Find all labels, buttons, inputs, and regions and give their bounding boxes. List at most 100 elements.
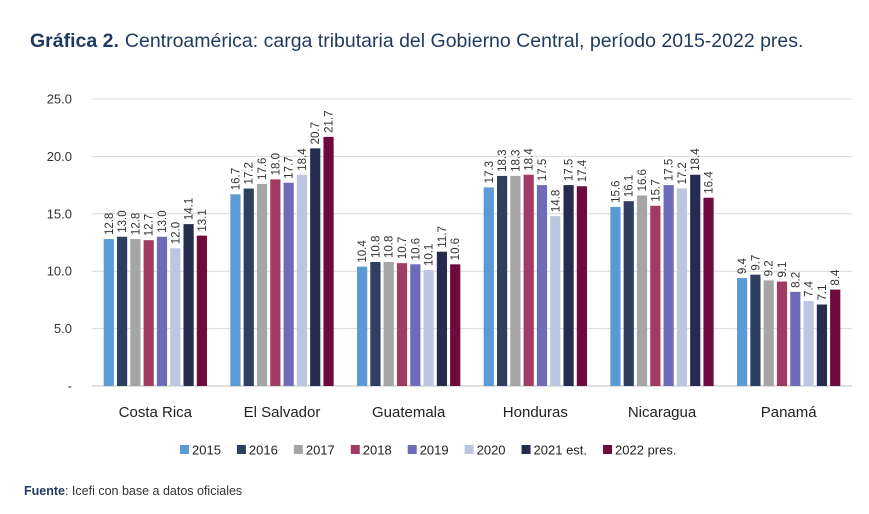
source-text: : Icefi con base a datos oficiales <box>64 484 243 498</box>
bar <box>323 136 334 386</box>
data-label: 17.5 <box>564 159 576 181</box>
bar <box>816 304 828 386</box>
data-label: 12.0 <box>170 222 182 244</box>
bar <box>763 280 774 386</box>
y-tick-label: 5.0 <box>54 321 72 336</box>
legend-swatch <box>407 445 417 454</box>
data-label: 8.2 <box>790 272 802 288</box>
legend-entry: 2019 <box>420 443 449 458</box>
data-label: 10.8 <box>384 236 396 258</box>
chart-title-prefix: Gráfica 2. <box>30 30 119 52</box>
legend-swatch <box>236 445 246 454</box>
bar <box>396 263 408 386</box>
data-label: 10.6 <box>410 238 422 260</box>
data-label: 10.8 <box>370 236 382 258</box>
bar <box>523 174 534 386</box>
data-label: 16.6 <box>637 169 649 191</box>
bar <box>156 236 168 386</box>
bar <box>676 188 688 386</box>
x-category-label: Honduras <box>503 404 568 421</box>
legend-swatch <box>180 445 189 454</box>
source-label: Fuente <box>24 484 65 498</box>
data-label: 15.6 <box>610 181 622 203</box>
bar <box>143 240 154 386</box>
y-tick-label: 15.0 <box>47 206 72 221</box>
data-label: 11.7 <box>437 226 449 248</box>
chart-title-text: Centroamérica: carga tributaria del Gobi… <box>124 30 804 52</box>
data-label: 10.6 <box>450 238 462 260</box>
bar <box>576 186 587 386</box>
data-label: 13.1 <box>197 209 209 231</box>
bar <box>450 264 461 386</box>
bar <box>296 174 308 386</box>
bar <box>283 182 294 386</box>
data-label: 17.5 <box>537 159 549 181</box>
legend-swatch <box>521 445 531 454</box>
bar <box>636 195 648 386</box>
legend-swatch <box>464 445 474 454</box>
bar <box>650 205 661 386</box>
source-note: Fuente: Icefi con base a datos oficiales <box>24 484 242 498</box>
bar <box>663 185 674 386</box>
legend-swatch <box>350 445 360 454</box>
y-tick-label: - <box>68 379 72 394</box>
bar <box>230 194 241 386</box>
x-category-label: Panamá <box>761 404 818 421</box>
bar <box>690 174 701 386</box>
bar <box>830 289 841 386</box>
bar <box>357 266 368 386</box>
legend-swatch <box>603 445 613 454</box>
bar <box>803 301 814 386</box>
bar <box>383 262 394 386</box>
data-label: 13.0 <box>157 210 169 232</box>
bar <box>256 183 268 386</box>
bar <box>790 291 801 386</box>
bar <box>170 248 181 386</box>
bar <box>270 179 281 386</box>
data-label: 17.3 <box>484 161 496 183</box>
data-label: 8.4 <box>830 269 842 286</box>
data-label: 14.8 <box>550 190 562 212</box>
data-label: 10.1 <box>424 244 436 266</box>
bar <box>623 201 634 386</box>
data-label: 15.7 <box>650 179 662 201</box>
bar <box>750 274 761 386</box>
x-category-label: Costa Rica <box>119 404 193 421</box>
bar <box>776 281 788 386</box>
legend-entry: 2015 <box>192 443 221 458</box>
bar <box>243 188 254 386</box>
chart-title: Gráfica 2. Centroamérica: carga tributari… <box>30 30 803 53</box>
bar <box>496 175 508 386</box>
legend-entry: 2016 <box>249 443 278 458</box>
bar <box>703 197 714 386</box>
bar <box>196 235 207 386</box>
bar <box>510 175 521 386</box>
legend-entry: 2018 <box>363 443 392 458</box>
bar <box>310 148 321 386</box>
bar <box>550 216 561 386</box>
legend-entry: 2021 est. <box>534 443 588 458</box>
data-label: 17.2 <box>244 162 256 184</box>
data-label: 12.8 <box>104 213 116 235</box>
x-category-label: Nicaragua <box>628 404 697 421</box>
data-label: 16.1 <box>624 175 636 197</box>
data-label: 17.5 <box>664 159 676 181</box>
data-label: 12.7 <box>144 214 156 236</box>
bar <box>370 262 381 386</box>
legend-entry: 2020 <box>477 443 506 458</box>
data-label: 18.4 <box>690 148 702 171</box>
data-label: 21.7 <box>324 110 336 132</box>
data-label: 10.4 <box>357 240 369 263</box>
bar <box>436 251 448 386</box>
data-label: 10.7 <box>397 237 409 259</box>
data-label: 7.4 <box>804 280 816 297</box>
bar <box>183 224 194 386</box>
y-tick-label: 10.0 <box>47 264 72 279</box>
data-label: 20.7 <box>310 122 322 144</box>
data-label: 17.7 <box>284 156 296 178</box>
data-label: 12.8 <box>130 213 142 235</box>
data-label: 9.4 <box>737 257 749 274</box>
x-category-label: Guatemala <box>372 404 446 421</box>
data-label: 9.2 <box>764 260 776 276</box>
bar <box>563 185 574 386</box>
